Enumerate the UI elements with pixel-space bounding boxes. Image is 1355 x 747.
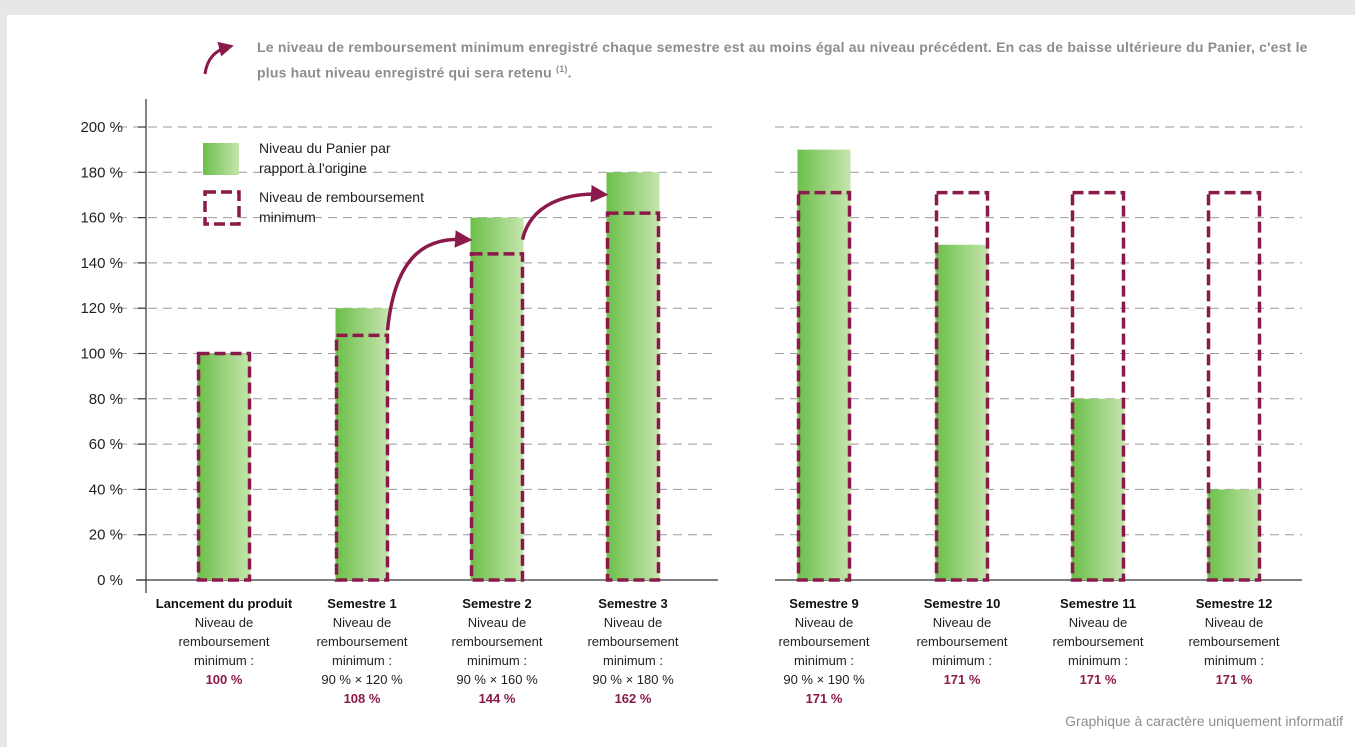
basket-bar-5 [935,244,989,580]
category-value: 108 % [344,691,381,706]
y-tick-label: 20 % [89,527,123,544]
legend-label: Niveau de remboursement [259,189,424,205]
category-line: 90 % × 160 % [456,672,538,687]
legend: Niveau du Panier par rapport à l'origine N… [203,140,424,226]
category-title: Semestre 12 [1196,596,1273,611]
category-line: Niveau de [1205,615,1264,630]
step-arrows [385,184,609,331]
legend-swatch-basket [203,143,239,175]
curved-arrow-icon [203,41,234,75]
category-value: 144 % [479,691,516,706]
step-arrow-1 [520,184,609,241]
legend-swatch-minimum [203,190,241,226]
y-tick-label: 120 % [80,300,123,317]
category-line: 90 % × 120 % [321,672,403,687]
category-value: 171 % [1216,672,1253,687]
category-line: remboursement [916,634,1007,649]
category-value: 171 % [944,672,981,687]
category-line: minimum : [194,653,254,668]
chart-header-note: Le niveau de remboursement minimum enreg… [257,36,1317,84]
category-title: Semestre 1 [327,596,396,611]
category-line: Niveau de [195,615,254,630]
category-title: Semestre 9 [789,596,858,611]
y-tick-label: 140 % [80,255,123,272]
category-line: remboursement [451,634,542,649]
category-line: Niveau de [604,615,663,630]
category-title: Lancement du produit [156,596,293,611]
basket-bar-2 [470,217,524,580]
basket-bar-7 [1207,489,1261,580]
y-tick-label: 180 % [80,164,123,181]
category-line: minimum : [932,653,992,668]
category-line: remboursement [1188,634,1279,649]
legend-label: rapport à l'origine [259,160,367,176]
header-note-ref: (1) [556,64,568,74]
y-tick-label: 200 % [80,119,123,136]
bars [196,149,1262,582]
basket-bar-4 [797,149,851,580]
basket-bar-1 [335,308,389,580]
category-line: Niveau de [333,615,392,630]
category-line: Niveau de [795,615,854,630]
y-tick-label: 60 % [89,436,123,453]
y-tick-label: 100 % [80,346,123,363]
category-line: minimum : [1204,653,1264,668]
minimum-bar-5 [934,190,990,582]
step-arrow-0 [385,230,473,331]
category-value: 100 % [206,672,243,687]
minimum-bar-4 [796,190,852,582]
category-labels: Lancement du produit Niveau de rembourseme… [156,596,1280,706]
y-tick-label: 160 % [80,210,123,227]
category-line: Niveau de [933,615,992,630]
category-title: Semestre 10 [924,596,1001,611]
category-line: remboursement [316,634,407,649]
header-end: . [567,64,572,81]
category-line: Niveau de [1069,615,1128,630]
minimum-bar-1 [334,333,390,582]
basket-bar-0 [197,353,251,580]
minimum-bar-6 [1070,190,1126,582]
y-tick-label: 80 % [89,391,123,408]
footnote: Graphique à caractère uniquement informa… [1065,713,1343,729]
minimum-bar-2 [469,252,525,582]
category-line: remboursement [778,634,869,649]
minimum-bar-7 [1206,190,1262,582]
category-title: Semestre 11 [1060,596,1136,611]
header-text: Le niveau de remboursement minimum enreg… [257,39,1308,81]
category-line: minimum : [332,653,392,668]
legend-label: Niveau du Panier par [259,140,391,156]
minimum-bar-0 [196,351,252,582]
y-tick-label: 40 % [89,481,123,498]
category-line: remboursement [1052,634,1143,649]
category-value: 162 % [615,691,652,706]
category-value: 171 % [1080,672,1117,687]
basket-bar-6 [1071,398,1125,580]
category-line: 90 % × 190 % [783,672,865,687]
basket-bar-3 [606,172,660,581]
category-line: Niveau de [468,615,527,630]
category-title: Semestre 2 [462,596,531,611]
category-line: minimum : [1068,653,1128,668]
category-line: remboursement [587,634,678,649]
minimum-bar-3 [605,211,661,582]
category-line: minimum : [603,653,663,668]
category-line: minimum : [794,653,854,668]
category-line: remboursement [178,634,269,649]
category-value: 171 % [806,691,843,706]
y-tick-label: 0 % [97,572,123,589]
category-title: Semestre 3 [598,596,667,611]
category-line: 90 % × 180 % [592,672,674,687]
legend-label: minimum [259,209,316,225]
category-line: minimum : [467,653,527,668]
